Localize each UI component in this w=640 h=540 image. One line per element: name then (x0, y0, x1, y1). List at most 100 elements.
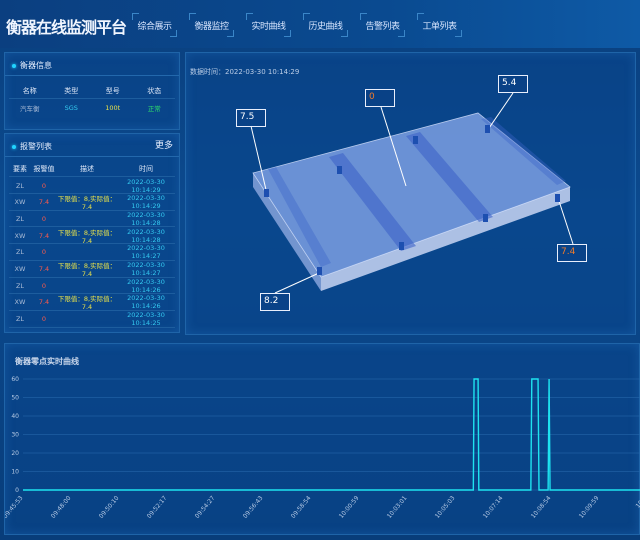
alarm-row[interactable]: XW 7.4 下限值：8,实际值：7.4 2022-03-30 10:14:29 (9, 194, 175, 212)
alarm-row[interactable]: ZL 0 2022-03-30 10:14:28 (9, 210, 175, 228)
col-description: 描述 (80, 164, 94, 173)
alarm-value: 0 (41, 281, 47, 290)
x-tick-label: 09:52:17 (146, 495, 169, 520)
alarm-time: 2022-03-30 10:14:27 (127, 261, 165, 277)
alarm-row[interactable]: XW 7.4 下限值：8,实际值：7.4 2022-03-30 10:14:26 (9, 294, 175, 312)
alarm-element: XW (14, 265, 26, 273)
col-name: 名称 (22, 86, 37, 95)
alarm-description: 下限值：8,实际值：7.4 (57, 262, 117, 278)
x-tick-label: 09:54:27 (194, 495, 217, 520)
plate-top (252, 112, 571, 278)
beam (268, 167, 331, 267)
sensor-bottom-left-value[interactable]: 8.2 (260, 293, 290, 311)
col-alarm-value: 报警值 (33, 164, 55, 173)
col-type: 类型 (64, 86, 79, 95)
x-tick-label: 09:56:43 (242, 495, 265, 520)
x-tick-label: 09:58:54 (290, 495, 313, 520)
zero-point-chart-panel: 衡器零点实时曲线 0 10 20 30 40 50 60 09:45:53 09:48:00 09… (4, 343, 640, 535)
x-tick-label: 10:09:59 (578, 495, 601, 520)
main-nav: 综合展示 衡器监控 实时曲线 历史曲线 告警列表 工单列表 (132, 13, 462, 37)
alarm-element: XW (14, 198, 26, 207)
scale-model: 100t (105, 104, 121, 112)
scale-name: 汽车衡 (20, 105, 40, 113)
col-status: 状态 (147, 86, 162, 95)
scale-info-panel: 衡器信息 名称 类型 型号 状态 汽车衡 SGS 100t 正常 (4, 52, 180, 130)
scale-3d-model[interactable] (186, 53, 637, 336)
alarm-value: 7.4 (38, 231, 50, 240)
sensor-center-value[interactable]: 0 (365, 89, 395, 107)
alarm-element: ZL (15, 248, 25, 257)
x-tick-label: 09:48:00 (50, 495, 73, 520)
alarm-value: 0 (41, 315, 47, 324)
model-view-panel: 数据时间：2022-03-30 10:14:29 7.5 0 5.4 7.4 8… (185, 52, 636, 335)
more-link[interactable]: 更多 (154, 141, 173, 151)
alarm-row[interactable]: ZL 0 2022-03-30 10:14:27 (9, 244, 175, 261)
x-tick-label: 10:08:54 (530, 495, 553, 520)
beam (481, 117, 566, 185)
nav-scale-monitor[interactable]: 衡器监控 (189, 13, 234, 37)
series-line (23, 378, 640, 491)
alarm-element: XW (14, 298, 26, 307)
alarm-row[interactable]: ZL 0 2022-03-30 10:14:26 (9, 277, 175, 295)
bullet-icon (12, 63, 16, 68)
alarm-value: 0 (41, 181, 47, 190)
plate-side-front (321, 187, 570, 291)
sensor-right-value[interactable]: 7.4 (557, 244, 587, 262)
alarm-row[interactable]: ZL 0 2022-03-30 10:14:29 (9, 178, 175, 194)
alarm-time: 2022-03-30 10:14:29 (127, 177, 165, 194)
nav-overview[interactable]: 综合展示 (132, 13, 177, 37)
alarm-element: ZL (15, 315, 25, 324)
nav-realtime-curve[interactable]: 实时曲线 (246, 13, 291, 37)
nav-work-orders[interactable]: 工单列表 (417, 13, 462, 37)
alarm-value: 7.4 (38, 298, 50, 307)
col-model: 型号 (105, 86, 120, 95)
x-tick-label: 10:05:03 (434, 495, 457, 520)
data-time: 数据时间：2022-03-30 10:14:29 (190, 68, 300, 76)
x-tick-label: 10:07:14 (482, 495, 505, 520)
table-row[interactable]: 汽车衡 SGS 100t 正常 (9, 100, 175, 116)
alarm-element: ZL (15, 214, 25, 223)
beam (329, 153, 416, 251)
chart-title: 衡器零点实时曲线 (15, 357, 79, 366)
alarm-time: 2022-03-30 10:14:27 (127, 244, 165, 261)
alarm-time: 2022-03-30 10:14:29 (127, 194, 165, 211)
scale-type: SGS (64, 104, 78, 112)
alarm-value: 7.4 (38, 198, 50, 207)
col-time: 时间 (139, 164, 153, 173)
plate-side-left (253, 173, 321, 291)
app-title: 衡器在线监测平台 (6, 18, 127, 37)
table-header: 要素 报警值 描述 时间 (9, 161, 175, 177)
alarm-row[interactable]: XW 7.4 下限值：8,实际值：7.4 2022-03-30 10:14:27 (9, 261, 175, 278)
alarm-time: 2022-03-30 10:14:28 (127, 210, 165, 227)
y-tick-label: 20 (11, 450, 19, 457)
alarm-list-panel: 报警列表 更多 要素 报警值 描述 时间 ZL 0 2022-03-30 10:14… (4, 133, 180, 333)
x-tick-label: 10:00:59 (338, 495, 361, 520)
alarm-description: 下限值：8,实际值：7.4 (57, 195, 117, 212)
y-tick-label: 0 (15, 487, 19, 494)
alarm-time: 2022-03-30 10:14:26 (127, 294, 165, 311)
sensor-top-right-value[interactable]: 5.4 (498, 75, 528, 93)
y-tick-label: 10 (11, 469, 19, 476)
panel-title: 报警列表 (20, 142, 52, 151)
y-tick-label: 60 (11, 376, 19, 383)
nav-history-curve[interactable]: 历史曲线 (303, 13, 348, 37)
alarm-row[interactable]: ZL 0 2022-03-30 10:14:25 (9, 311, 175, 328)
alarm-description: 下限值：8,实际值：7.4 (57, 295, 117, 312)
sensor-top-left-value[interactable]: 7.5 (236, 109, 266, 127)
alarm-time: 2022-03-30 10:14:26 (127, 277, 165, 294)
alarm-description: 下限值：8,实际值：7.4 (57, 228, 117, 245)
y-tick-label: 50 (11, 395, 19, 402)
alarm-element: ZL (15, 181, 25, 190)
x-tick-label: 10:03:01 (386, 495, 409, 520)
bullet-icon (12, 144, 16, 149)
zero-point-chart[interactable]: 0 10 20 30 40 50 60 09:45:53 09:48:00 09:50:10 09:… (5, 344, 640, 536)
nav-alarm-list[interactable]: 告警列表 (360, 13, 405, 37)
y-tick-label: 40 (11, 413, 19, 420)
panel-title: 衡器信息 (20, 61, 52, 70)
x-tick-label: 09:50:10 (98, 495, 121, 520)
x-tick-label: 10:1 (635, 495, 640, 510)
alarm-row[interactable]: XW 7.4 下限值：8,实际值：7.4 2022-03-30 10:14:28 (9, 228, 175, 245)
y-tick-label: 30 (11, 432, 19, 439)
alarm-time: 2022-03-30 10:14:25 (127, 311, 165, 328)
alarm-value: 0 (41, 214, 47, 223)
